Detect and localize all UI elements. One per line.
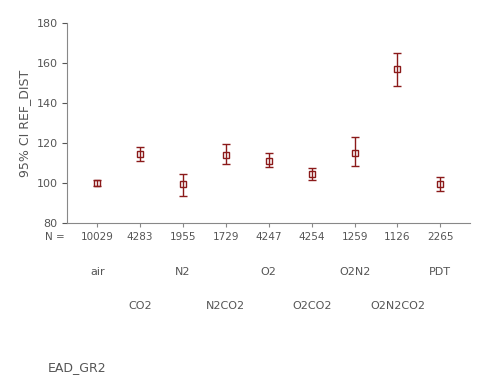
Text: EAD_GR2: EAD_GR2 xyxy=(48,361,107,374)
Text: 10029: 10029 xyxy=(81,232,114,242)
Text: air: air xyxy=(90,267,105,277)
Text: CO2: CO2 xyxy=(128,301,152,311)
Text: 1126: 1126 xyxy=(384,232,411,242)
Text: 4247: 4247 xyxy=(255,232,282,242)
Text: O2N2: O2N2 xyxy=(339,267,370,277)
Text: O2CO2: O2CO2 xyxy=(292,301,332,311)
Text: 2265: 2265 xyxy=(427,232,454,242)
Text: O2N2CO2: O2N2CO2 xyxy=(370,301,425,311)
Text: N2CO2: N2CO2 xyxy=(206,301,245,311)
Text: 1729: 1729 xyxy=(213,232,239,242)
Text: O2: O2 xyxy=(261,267,277,277)
Y-axis label: 95% CI REF_DIST: 95% CI REF_DIST xyxy=(18,69,31,177)
Text: N =: N = xyxy=(45,232,65,242)
Text: PDT: PDT xyxy=(430,267,451,277)
Text: 1259: 1259 xyxy=(341,232,368,242)
Text: 1955: 1955 xyxy=(170,232,196,242)
Text: 4254: 4254 xyxy=(299,232,325,242)
Text: 4283: 4283 xyxy=(127,232,154,242)
Text: N2: N2 xyxy=(175,267,191,277)
